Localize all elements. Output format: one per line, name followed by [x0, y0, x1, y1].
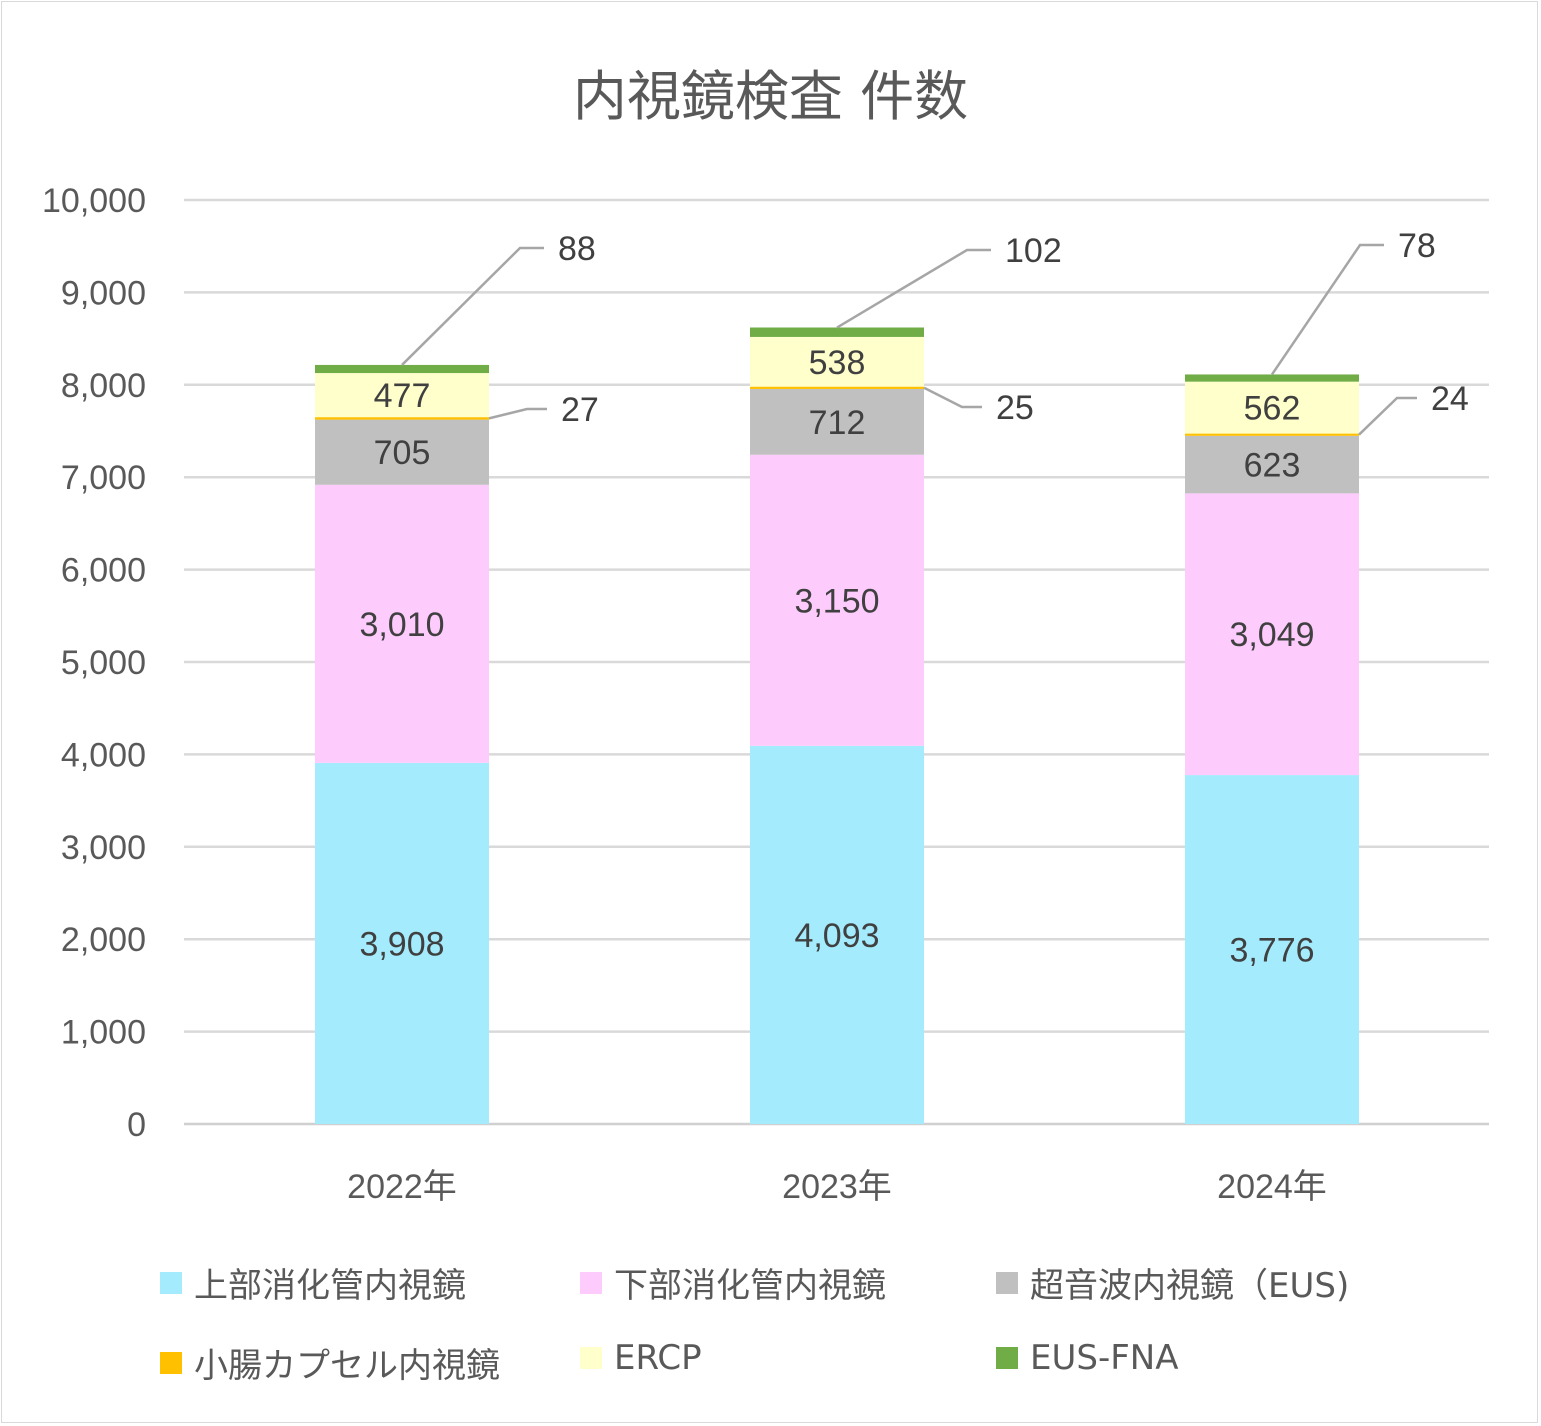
- legend-label: 上部消化管内視鏡: [194, 1266, 466, 1306]
- data-label: 27: [561, 391, 599, 429]
- legend-item: 小腸カプセル内視鏡: [160, 1338, 500, 1387]
- legend-swatch: [996, 1271, 1018, 1294]
- data-label: 623: [1244, 447, 1301, 485]
- legend-label: EUS-FNA: [1030, 1338, 1179, 1378]
- y-tick-label: 9,000: [61, 274, 146, 312]
- data-label: 477: [374, 377, 431, 415]
- legend-label: ERCP: [614, 1338, 702, 1378]
- bar-segment: [750, 745, 924, 1124]
- chart-title: 内視鏡検査 件数: [572, 65, 969, 128]
- bar-segment: [315, 762, 489, 1124]
- legend-item: ERCP: [580, 1338, 702, 1378]
- leader-line: [1270, 243, 1384, 376]
- y-tick-label: 10,000: [42, 182, 146, 220]
- leader-lines: [401, 243, 1417, 436]
- bar-segment: [750, 386, 924, 389]
- data-label: 3,010: [359, 606, 444, 644]
- y-tick-label: 1,000: [61, 1014, 146, 1052]
- legend-swatch: [160, 1271, 182, 1294]
- data-label: 562: [1244, 390, 1301, 428]
- bar-segment: [1185, 775, 1359, 1124]
- data-label: 4,093: [794, 917, 879, 955]
- data-label: 3,908: [359, 925, 444, 963]
- legend-swatch: [996, 1347, 1018, 1369]
- leader-line: [488, 407, 547, 420]
- bar-segment: [750, 327, 924, 337]
- legend-swatch: [580, 1347, 602, 1369]
- leader-line: [401, 246, 544, 366]
- data-label: 25: [996, 389, 1034, 427]
- bar-segment: [315, 417, 489, 420]
- data-label: 538: [809, 344, 866, 382]
- data-label: 712: [809, 404, 866, 442]
- data-label: 705: [374, 434, 431, 472]
- bar-segment: [315, 484, 489, 763]
- data-label: 3,150: [794, 582, 879, 620]
- legend-item: EUS-FNA: [996, 1338, 1178, 1378]
- legend-label: 超音波内視鏡（EUS): [1030, 1266, 1350, 1306]
- leader-line: [1358, 396, 1417, 436]
- data-label: 102: [1005, 232, 1062, 270]
- y-tick-label: 2,000: [61, 921, 146, 959]
- x-tick-label: 2022年: [347, 1168, 457, 1206]
- x-tick-label: 2024年: [1217, 1168, 1327, 1206]
- y-tick-label: 3,000: [61, 829, 146, 867]
- leader-line: [836, 248, 991, 329]
- y-tick-label: 7,000: [61, 459, 146, 497]
- axis-ticks: 0 1,000 2,000 3,000 4,000 5,000 6,000 7,000 8,00…: [42, 182, 1327, 1206]
- data-label: 3,049: [1229, 616, 1314, 654]
- bar-segment: [315, 373, 489, 418]
- bars: [315, 327, 1359, 1124]
- leader-line: [923, 386, 982, 409]
- bar-segment: [750, 336, 924, 387]
- data-label: 78: [1398, 227, 1436, 265]
- bar-segment: [315, 419, 489, 485]
- bar-segment: [315, 364, 489, 374]
- bar-segment: [750, 388, 924, 455]
- x-tick-label: 2023年: [782, 1168, 892, 1206]
- y-tick-label: 5,000: [61, 644, 146, 682]
- y-tick-label: 8,000: [61, 367, 146, 405]
- y-tick-label: 4,000: [61, 736, 146, 774]
- legend-swatch: [580, 1271, 602, 1294]
- bar-segment: [1185, 435, 1359, 494]
- data-label: 3,776: [1229, 932, 1314, 970]
- bar-segment: [1185, 433, 1359, 436]
- legend-item: 上部消化管内視鏡: [160, 1258, 466, 1307]
- legend-swatch: [160, 1351, 182, 1374]
- bar-segment: [750, 454, 924, 746]
- legend-item: 超音波内視鏡（EUS): [996, 1258, 1349, 1307]
- data-label: 24: [1431, 380, 1469, 418]
- bar-segment: [1185, 381, 1359, 434]
- data-label: 88: [558, 230, 596, 268]
- legend-label: 下部消化管内視鏡: [614, 1266, 886, 1306]
- legend-item: 下部消化管内視鏡: [580, 1258, 886, 1307]
- bar-segment: [1185, 374, 1359, 382]
- bar-segment: [1185, 493, 1359, 776]
- y-tick-label: 0: [127, 1106, 146, 1144]
- legend-label: 小腸カプセル内視鏡: [194, 1346, 500, 1386]
- y-tick-label: 6,000: [61, 552, 146, 590]
- data-labels: 3,908 3,010 705 27 477 88 4,093 3,150 712 25 538 10…: [359, 227, 1468, 970]
